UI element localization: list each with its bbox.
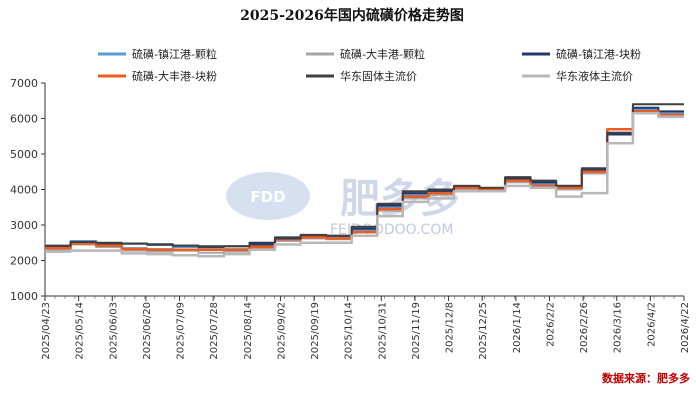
legend-label-2: 硫磺-大丰港-颗粒: [340, 47, 425, 61]
y-tick-label-3: 3000: [10, 219, 38, 232]
x-tick-label-7: 2025/08/14: [243, 302, 254, 360]
legend-label-6: 华东液体主流价: [556, 69, 633, 83]
legend-label-3: 硫磺-镇江港-块粉: [556, 47, 641, 61]
legend-label-4: 硫磺-大丰港-块粉: [132, 69, 217, 83]
x-tick-label-1: 2025/04/23: [41, 302, 52, 360]
x-tick-label-10: 2025/10/14: [344, 302, 355, 360]
x-tick-label-3: 2025/06/03: [108, 302, 119, 360]
series-line-5: [45, 103, 684, 248]
watermark-logo-shape: [226, 172, 310, 220]
x-tick-label-5: 2025/07/09: [176, 302, 187, 360]
y-tick-label-5: 5000: [10, 148, 38, 161]
y-tick-label-7: 7000: [10, 77, 38, 90]
x-tick-label-18: 2026/3/16: [613, 302, 624, 353]
x-tick-label-2: 2025/05/14: [75, 302, 86, 360]
x-tick-label-6: 2025/07/28: [209, 302, 220, 360]
x-tick-label-14: 2025/12/25: [478, 302, 489, 360]
x-tick-label-17: 2026/2/26: [579, 302, 590, 353]
axes: 1000 2000 3000 4000 5000 6000 7000 2025/04/23 20…: [10, 77, 691, 360]
y-tick-label-2: 2000: [10, 255, 38, 268]
watermark: FDD 肥多多 FEIDOODOO.COM: [226, 172, 460, 238]
y-tick-label-1: 1000: [10, 290, 38, 303]
y-tick-label-6: 6000: [10, 113, 38, 126]
x-tick-label-12: 2025/11/19: [411, 302, 422, 360]
chart-title: 2025-2026年国内硫磺价格走势图: [240, 7, 464, 24]
legend-label-5: 华东固体主流价: [340, 69, 417, 83]
x-tick-label-11: 2025/10/31: [377, 302, 388, 360]
watermark-logo: FDD: [250, 188, 285, 206]
series-lines: [45, 103, 684, 258]
x-tick-label-13: 2025/12/8: [445, 302, 456, 353]
x-tick-label-4: 2025/06/20: [142, 302, 153, 360]
x-tick-label-19: 2026/4/2: [646, 302, 657, 347]
data-source: 数据来源：肥多多: [602, 371, 690, 385]
series-line-6: [45, 111, 684, 258]
x-tick-label-16: 2026/2/2: [545, 302, 556, 347]
x-tick-label-20: 2026/4/22: [680, 302, 691, 353]
x-tick-label-9: 2025/09/19: [310, 302, 321, 360]
y-tick-label-4: 4000: [10, 184, 38, 197]
x-tick-label-15: 2026/1/14: [512, 302, 523, 353]
x-tick-label-8: 2025/09/02: [276, 302, 287, 360]
legend-label-1: 硫磺-镇江港-颗粒: [132, 47, 217, 61]
